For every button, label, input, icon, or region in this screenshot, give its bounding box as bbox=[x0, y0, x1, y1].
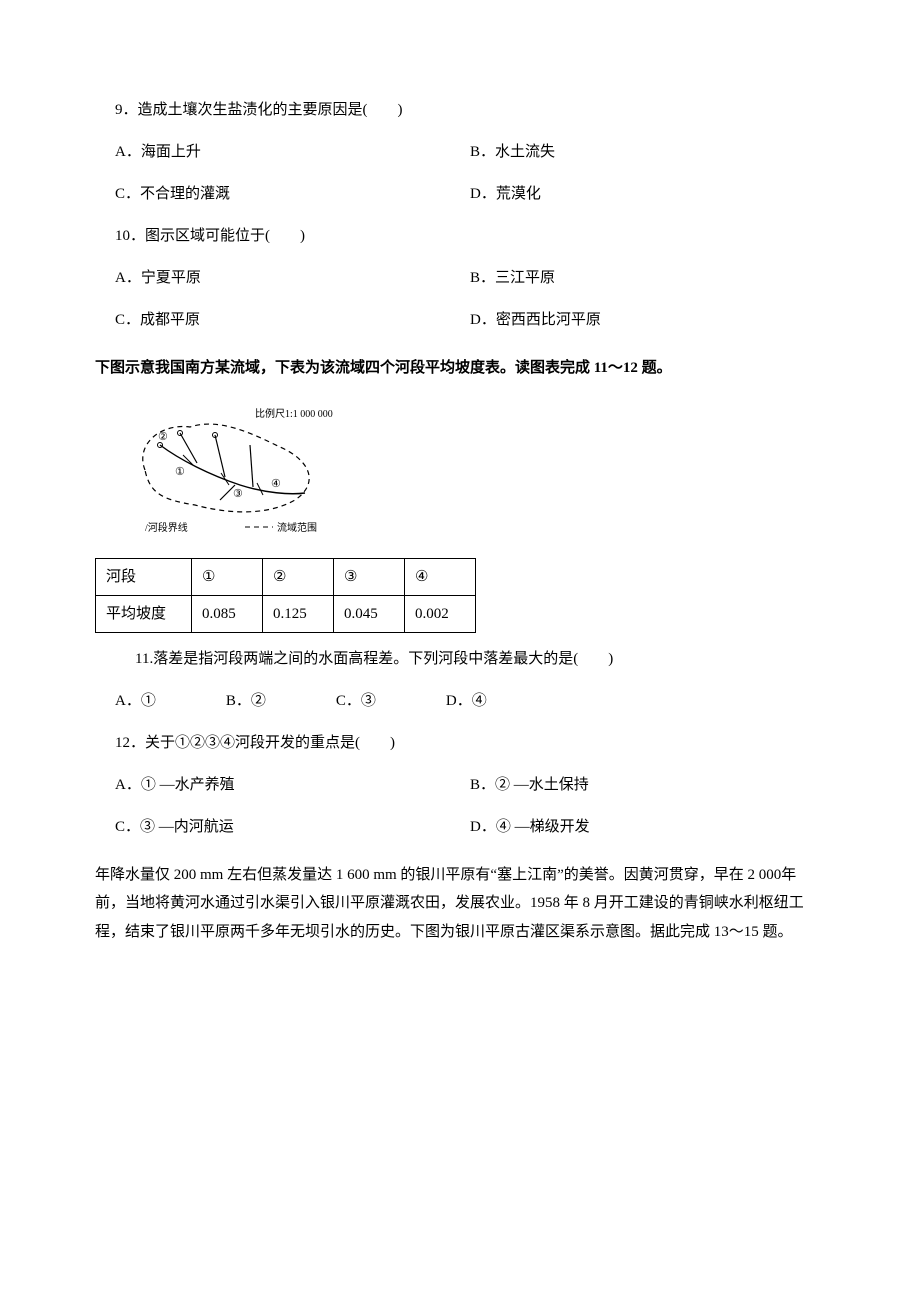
q12-option-a: A．① —水产养殖 bbox=[115, 773, 470, 797]
scale-label: 比例尺1:1 000 000 bbox=[255, 407, 333, 420]
seg-label-3: ③ bbox=[233, 488, 243, 500]
q9-option-c: C．不合理的灌溉 bbox=[115, 182, 470, 206]
table-row: 河段 ① ② ③ ④ bbox=[96, 558, 476, 595]
row2-c3: 0.045 bbox=[334, 595, 405, 632]
q11-option-b: B．② bbox=[226, 689, 266, 713]
row2-c1: 0.085 bbox=[192, 595, 263, 632]
row2-c2: 0.125 bbox=[263, 595, 334, 632]
row2-c4: 0.002 bbox=[405, 595, 476, 632]
tributary-3 bbox=[250, 445, 253, 487]
q10-options-ab: A．宁夏平原 B．三江平原 bbox=[115, 266, 825, 290]
q9-stem: 9．造成土壤次生盐渍化的主要原因是( ) bbox=[115, 98, 825, 122]
row1-c4: ④ bbox=[405, 558, 476, 595]
q11-options: A．① B．② C．③ D．④ bbox=[115, 689, 825, 713]
row1-c1: ① bbox=[192, 558, 263, 595]
q12-options-cd: C．③ —内河航运 D．④ —梯级开发 bbox=[115, 815, 825, 839]
tributary-2 bbox=[215, 435, 225, 477]
q10-option-c: C．成都平原 bbox=[115, 308, 470, 332]
context-13-15: 年降水量仅 200 mm 左右但蒸发量达 1 600 mm 的银川平原有“塞上江… bbox=[95, 861, 825, 947]
q12-stem: 12．关于①②③④河段开发的重点是( ) bbox=[115, 731, 825, 755]
basin-svg: ① ② ③ ④ 比例尺1:1 000 000 /河段界线 流域范围 bbox=[125, 405, 345, 535]
q10-option-b: B．三江平原 bbox=[470, 266, 825, 290]
q9-option-b: B．水土流失 bbox=[470, 140, 825, 164]
q9-option-a: A．海面上升 bbox=[115, 140, 470, 164]
row1-c2: ② bbox=[263, 558, 334, 595]
row1-c3: ③ bbox=[334, 558, 405, 595]
q11-option-a: A．① bbox=[115, 689, 156, 713]
dash-legend-label: 流域范围 bbox=[277, 521, 317, 534]
q11-option-c: C．③ bbox=[336, 689, 376, 713]
seg-label-1: ① bbox=[175, 466, 185, 478]
row1-label: 河段 bbox=[96, 558, 192, 595]
q10-option-d: D．密西西比河平原 bbox=[470, 308, 825, 332]
q9-options-cd: C．不合理的灌溉 D．荒漠化 bbox=[115, 182, 825, 206]
table-row: 平均坡度 0.085 0.125 0.045 0.002 bbox=[96, 595, 476, 632]
q12-option-b: B．② —水土保持 bbox=[470, 773, 825, 797]
q10-stem: 10．图示区域可能位于( ) bbox=[115, 224, 825, 248]
tributary-1 bbox=[180, 433, 197, 463]
q9-options-ab: A．海面上升 B．水土流失 bbox=[115, 140, 825, 164]
q12-option-c: C．③ —内河航运 bbox=[115, 815, 470, 839]
basin-diagram: ① ② ③ ④ 比例尺1:1 000 000 /河段界线 流域范围 bbox=[125, 405, 825, 543]
seg-label-4: ④ bbox=[271, 478, 281, 490]
q10-options-cd: C．成都平原 D．密西西比河平原 bbox=[115, 308, 825, 332]
row2-label: 平均坡度 bbox=[96, 595, 192, 632]
slope-table: 河段 ① ② ③ ④ 平均坡度 0.085 0.125 0.045 0.002 bbox=[95, 558, 825, 633]
q12-options-ab: A．① —水产养殖 B．② —水土保持 bbox=[115, 773, 825, 797]
q9-option-d: D．荒漠化 bbox=[470, 182, 825, 206]
seg-tick-3 bbox=[257, 483, 263, 495]
q12-option-d: D．④ —梯级开发 bbox=[470, 815, 825, 839]
context-11-12: 下图示意我国南方某流域，下表为该流域四个河段平均坡度表。读图表完成 11～12 … bbox=[95, 354, 825, 383]
slope-table-element: 河段 ① ② ③ ④ 平均坡度 0.085 0.125 0.045 0.002 bbox=[95, 558, 476, 633]
q10-option-a: A．宁夏平原 bbox=[115, 266, 470, 290]
seg-label-2: ② bbox=[158, 431, 168, 443]
q11-option-d: D．④ bbox=[446, 689, 487, 713]
q11-stem: 11.落差是指河段两端之间的水面高程差。下列河段中落差最大的是( ) bbox=[135, 647, 825, 671]
seg-boundary-legend: /河段界线 bbox=[145, 521, 188, 534]
